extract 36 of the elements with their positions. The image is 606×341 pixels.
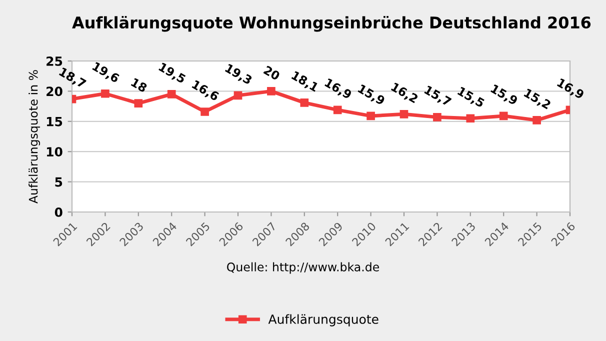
data-label: 15,5 [456,86,485,109]
point [532,116,541,124]
y-tick-label: 20 [46,86,62,96]
data-label: 20 [263,65,281,81]
point [200,108,209,116]
y-tick-label: 10 [46,147,62,157]
source-note: Quelle: http://www.bka.de [227,262,380,274]
data-label: 19,6 [91,62,120,84]
point [466,114,475,123]
data-label: 16,9 [556,78,585,101]
point [101,89,110,98]
point [300,98,309,107]
point [167,90,176,98]
point [366,112,375,120]
point [499,112,508,120]
data-label: 19,3 [224,63,253,86]
data-label: 15,9 [356,84,386,107]
chart-title: Aufklärungsquote Wohnungseinbrüche Deutschland 2016 [72,16,591,32]
y-tick-label: 0 [54,207,62,217]
data-label: 16,9 [324,78,352,101]
point [400,110,408,118]
y-tick-label: 15 [46,117,62,126]
point [333,106,342,114]
y-tick-label: 25 [46,56,62,66]
point [234,91,242,100]
y-tick-label: 5 [55,177,62,187]
y-axis-title: Aufklärungsquote in % [28,70,40,204]
legend-label: Aufklärungsquote [268,314,378,326]
data-label: 15,9 [490,84,518,107]
data-label: 16,6 [190,80,220,102]
data-label: 15,7 [423,85,452,108]
data-label: 19,5 [158,62,186,85]
data-label: 18 [130,78,148,93]
point [134,99,143,108]
point [267,87,276,96]
point [433,113,442,122]
